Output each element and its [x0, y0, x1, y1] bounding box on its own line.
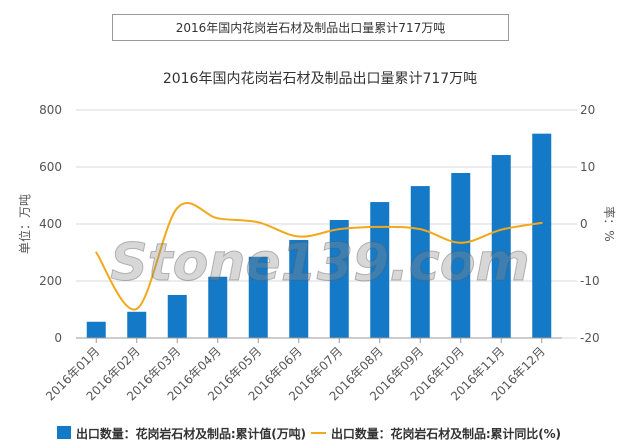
chart-title: 2016年国内花岗岩石材及制品出口量累计717万吨 — [163, 71, 477, 87]
bar[interactable] — [370, 202, 390, 338]
line-point[interactable] — [216, 217, 219, 220]
line-point[interactable] — [176, 207, 179, 210]
legend-bar-label[interactable]: 出口数量：花岗岩石材及制品:累计值(万吨) — [76, 426, 306, 441]
bar[interactable] — [410, 186, 430, 338]
line-point[interactable] — [95, 251, 98, 254]
y-tick-left: 200 — [39, 274, 62, 288]
line-point[interactable] — [419, 228, 422, 231]
bar[interactable] — [532, 133, 552, 338]
line-point[interactable] — [257, 221, 260, 224]
line-point[interactable] — [459, 241, 462, 244]
y-axis-left-label: 单位：万吨 — [17, 194, 32, 254]
y-tick-left: 600 — [39, 160, 62, 174]
y-tick-left: 0 — [54, 331, 62, 345]
y-tick-right: -20 — [580, 331, 600, 345]
legend-bar-swatch — [57, 426, 71, 439]
y-tick-left: 400 — [39, 217, 62, 231]
bar[interactable] — [127, 311, 147, 338]
bar[interactable] — [451, 172, 471, 338]
bar[interactable] — [491, 155, 511, 338]
y-tick-right: 20 — [580, 103, 595, 117]
bar[interactable] — [289, 239, 309, 338]
line-point[interactable] — [297, 235, 300, 238]
watermark: Stone139.com — [110, 233, 529, 293]
y-tick-right: -10 — [580, 274, 600, 288]
line-point[interactable] — [378, 225, 381, 228]
line-point[interactable] — [500, 228, 503, 231]
bar[interactable] — [208, 276, 228, 338]
bar[interactable] — [248, 256, 268, 338]
y-axis-right-label: 率：% — [602, 206, 617, 241]
header-title-box: 2016年国内花岗岩石材及制品出口量累计717万吨 — [112, 14, 509, 41]
line-point[interactable] — [540, 221, 543, 224]
legend-line-label[interactable]: 出口数量：花岗岩石材及制品:累计同比(%) — [331, 426, 561, 441]
bar[interactable] — [167, 294, 187, 338]
line-point[interactable] — [338, 228, 341, 231]
y-tick-right: 10 — [580, 160, 595, 174]
bar[interactable] — [86, 321, 106, 338]
line-point[interactable] — [135, 307, 138, 310]
bar[interactable] — [329, 220, 349, 338]
y-tick-left: 800 — [39, 103, 62, 117]
y-tick-right: 0 — [580, 217, 588, 231]
